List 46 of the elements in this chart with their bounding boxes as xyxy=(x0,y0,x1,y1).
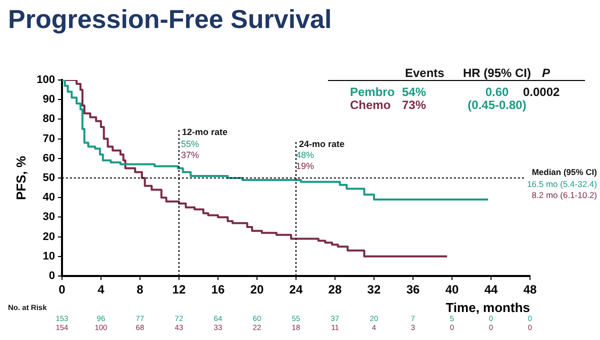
text: Pembro xyxy=(350,85,395,99)
ref-line-label: 12-mo rate xyxy=(182,126,228,137)
annotation: 16.5 mo (5.4-32.4) xyxy=(527,179,597,189)
x-tick-label: 20 xyxy=(250,282,264,297)
y-tick-label: 30 xyxy=(42,211,55,224)
annotation: 0.0002 xyxy=(523,85,560,99)
text: Median (95% CI) xyxy=(532,167,597,177)
y-tick-label: 40 xyxy=(42,192,55,204)
x-tick-label: 48 xyxy=(523,282,537,297)
y-axis-title: PFS, % xyxy=(13,156,28,200)
x-tick-label: 44 xyxy=(484,282,498,297)
annotation: 19% xyxy=(296,161,314,171)
ref-line-label: 24-mo rate xyxy=(298,138,345,149)
x-tick-label: 12 xyxy=(172,282,186,297)
annotation: 37% xyxy=(181,150,200,160)
y-tick-label: 100 xyxy=(36,74,55,86)
annotation: (0.45-0.80) xyxy=(468,98,526,112)
x-tick-label: 36 xyxy=(406,282,420,297)
y-tick-label: 50 xyxy=(42,172,55,184)
y-tick-label: 20 xyxy=(42,230,55,243)
x-axis-title: Time, months xyxy=(446,300,530,315)
x-tick-label: 28 xyxy=(328,282,342,297)
x-tick-label: 4 xyxy=(98,282,105,297)
annotation: 73% xyxy=(402,98,426,112)
y-tick-label: 0 xyxy=(48,270,55,282)
x-tick-label: 24 xyxy=(289,282,303,297)
annotation: HR (95% CI) xyxy=(462,66,532,80)
x-tick-label: 40 xyxy=(445,282,459,297)
y-tick-label: 70 xyxy=(42,132,55,145)
annotation: 48% xyxy=(296,150,314,160)
chart-title: Progression-Free Survival xyxy=(8,4,332,35)
annotation: Events xyxy=(405,66,444,80)
annotation: 54% xyxy=(402,85,426,99)
text: 8.2 mo (6.1-10.2) xyxy=(532,190,597,200)
x-tick-label: 0 xyxy=(58,282,66,297)
text: Chemo xyxy=(350,98,391,112)
y-tick-label: 10 xyxy=(42,250,55,262)
x-tick-label: 32 xyxy=(367,282,381,297)
x-tick-label: 16 xyxy=(211,282,225,297)
annotation: 0.60 xyxy=(485,85,509,99)
y-tick-label: 80 xyxy=(42,113,55,126)
y-tick-label: 90 xyxy=(42,94,55,106)
text: P xyxy=(542,66,550,80)
x-tick-label: 8 xyxy=(136,282,144,297)
y-tick-label: 60 xyxy=(42,152,55,164)
annotation: 55% xyxy=(181,139,200,149)
